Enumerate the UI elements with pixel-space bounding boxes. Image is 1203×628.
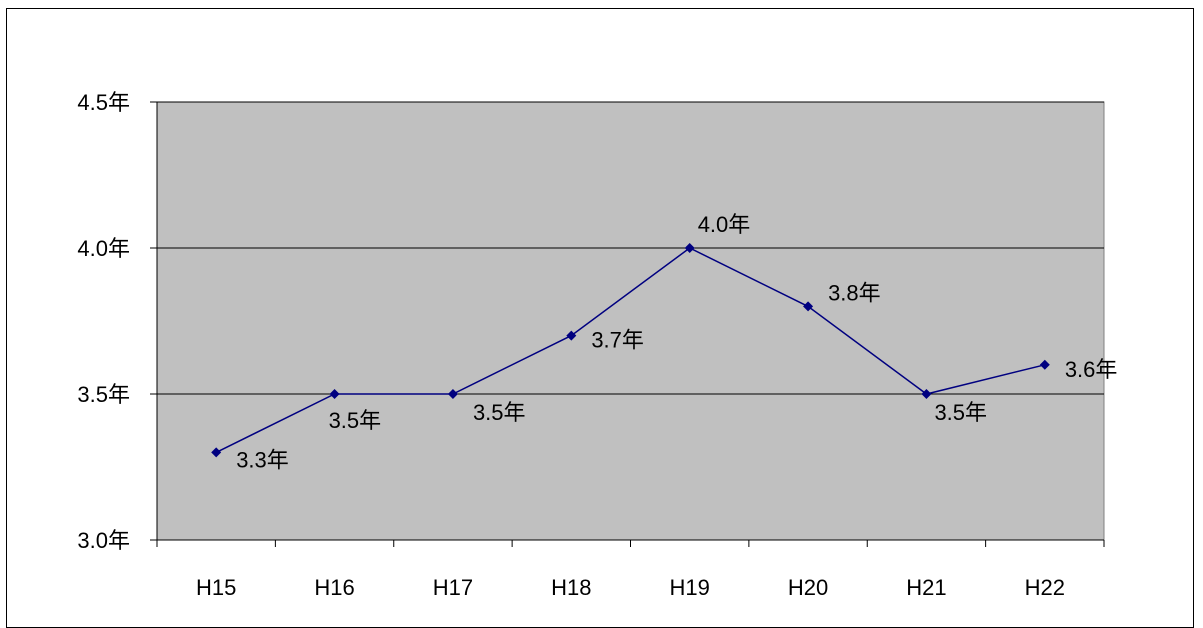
x-tick-label: H17 [433, 575, 473, 600]
data-point-marker [803, 301, 814, 312]
x-tick-label: H20 [788, 575, 828, 600]
data-label: 3.5年 [934, 400, 987, 425]
data-point-marker [566, 330, 577, 341]
x-tick-label: H15 [196, 575, 236, 600]
data-label: 3.3年 [236, 447, 289, 472]
y-tick-label: 4.5年 [77, 90, 130, 115]
data-label: 3.6年 [1065, 357, 1118, 382]
plot-area [156, 101, 1105, 541]
series-line [215, 247, 1045, 454]
x-tick-label: H16 [314, 575, 354, 600]
data-labels: 3.3年 3.5年 3.5年 3.7年 4.0年 3.8年 3.5年 3.6年 [236, 212, 1117, 472]
x-tick-label: H19 [670, 575, 710, 600]
data-label: 3.5年 [473, 400, 526, 425]
axes [150, 101, 1105, 547]
data-point-marker [211, 447, 222, 458]
data-label: 4.0年 [698, 212, 751, 237]
data-label: 3.7年 [591, 328, 644, 353]
x-tick-label: H22 [1025, 575, 1065, 600]
data-label: 3.8年 [828, 280, 881, 305]
y-tick-label: 3.5年 [77, 382, 130, 407]
y-tick-label: 3.0年 [77, 528, 130, 553]
y-tick-label: 4.0年 [77, 236, 130, 261]
y-axis-tick-labels: 3.0年 3.5年 4.0年 4.5年 [77, 90, 130, 553]
data-label: 3.5年 [329, 408, 382, 433]
gridlines [157, 101, 1104, 395]
x-tick-label: H18 [551, 575, 591, 600]
data-point-marker [1039, 359, 1050, 370]
data-point-marker [684, 243, 695, 253]
series [211, 243, 1050, 458]
data-point-marker [921, 389, 932, 399]
data-point-marker [329, 389, 340, 399]
x-axis-tick-labels: H15 H16 H17 H18 H19 H20 H21 H22 [196, 575, 1065, 600]
x-tick-label: H21 [906, 575, 946, 600]
data-point-marker [447, 389, 458, 399]
